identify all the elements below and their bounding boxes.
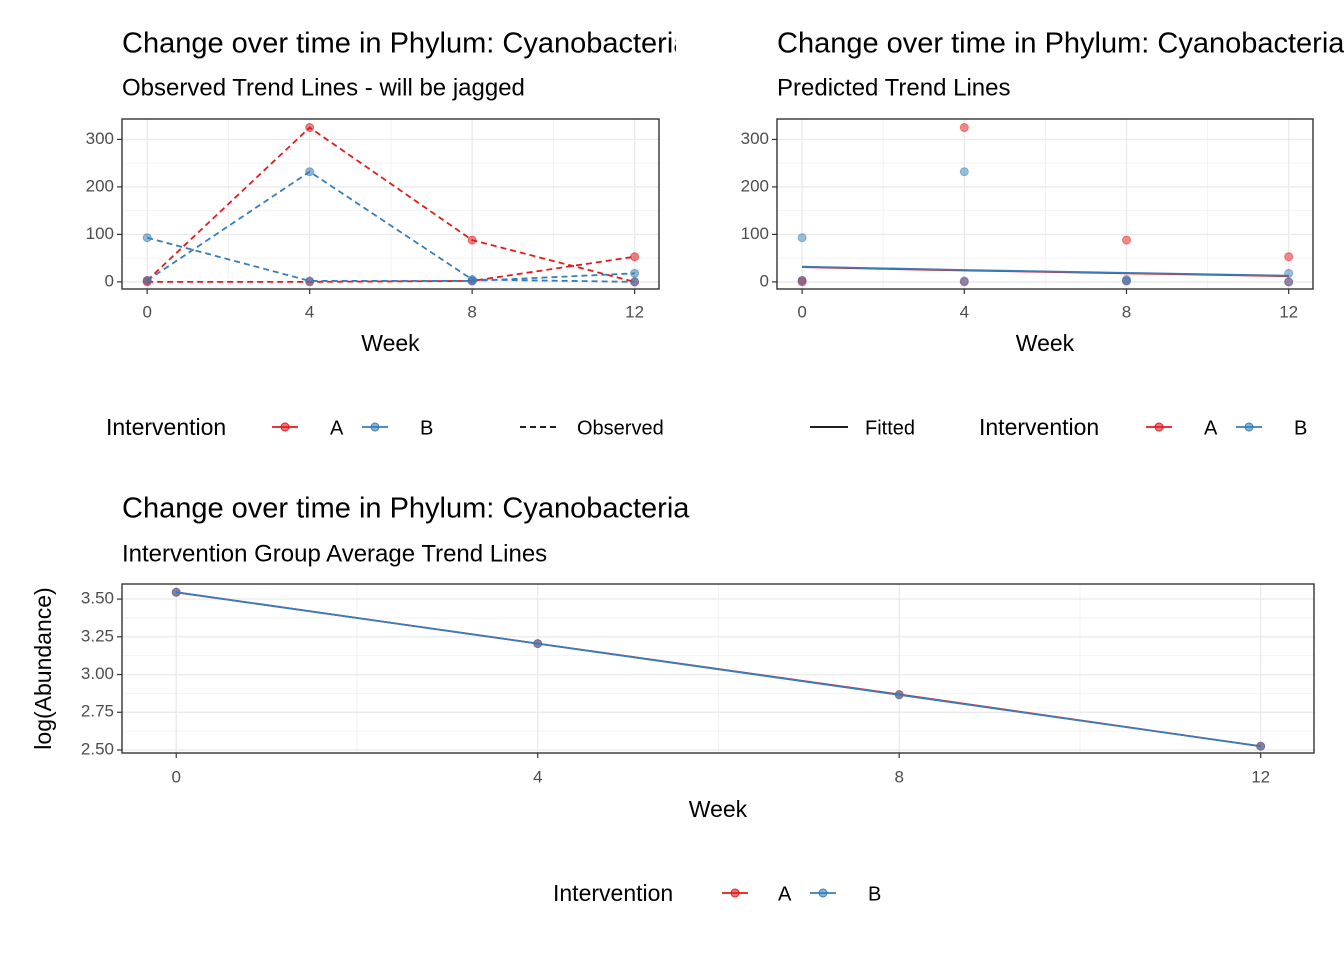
y-tick-label: 300 xyxy=(741,129,769,148)
trend-line xyxy=(146,126,635,283)
data-point xyxy=(1256,741,1266,751)
data-point xyxy=(1284,252,1294,262)
chart-title: Change over time in Phylum: Cyanobacteri… xyxy=(777,28,1344,60)
data-point xyxy=(533,639,543,649)
data-point xyxy=(894,690,904,700)
x-tick-label: 4 xyxy=(533,767,542,786)
panel: Change over time in Phylum: Cyanobacteri… xyxy=(30,493,1315,906)
y-tick-label: 200 xyxy=(86,176,114,195)
legend-title: Intervention xyxy=(553,880,673,906)
y-tick-label: 3.00 xyxy=(81,664,114,683)
x-tick-label: 8 xyxy=(1122,302,1131,321)
plot-border xyxy=(121,118,660,290)
data-point xyxy=(305,123,315,133)
legend-label: B xyxy=(1294,417,1307,439)
data-point xyxy=(959,276,969,286)
x-tick-label: 8 xyxy=(467,302,476,321)
chart-subtitle: Intervention Group Average Trend Lines xyxy=(122,540,547,567)
data-point xyxy=(630,252,640,262)
chart-subtitle: Predicted Trend Lines xyxy=(777,74,1010,101)
legend-key-dot xyxy=(280,422,290,432)
y-tick-label: 100 xyxy=(86,224,114,243)
data-point xyxy=(142,233,152,243)
data-point xyxy=(305,276,315,286)
legend-key-dot xyxy=(1244,422,1254,432)
data-point xyxy=(305,167,315,177)
legend-label: Observed xyxy=(577,417,664,439)
data-point xyxy=(467,276,477,286)
y-tick-label: 200 xyxy=(741,176,769,195)
legend-key-dot xyxy=(1154,422,1164,432)
x-axis-title: Week xyxy=(361,330,420,356)
data-point xyxy=(959,123,969,133)
x-axis-title: Week xyxy=(689,796,748,822)
y-tick-label: 0 xyxy=(105,271,114,290)
legend-title: Intervention xyxy=(979,414,1099,440)
data-point xyxy=(467,235,477,245)
y-tick-label: 100 xyxy=(741,224,769,243)
trend-line xyxy=(146,170,635,283)
trend-line xyxy=(176,591,1261,748)
data-point xyxy=(630,268,640,278)
x-tick-label: 8 xyxy=(894,767,903,786)
legend-label: B xyxy=(420,417,433,439)
y-tick-label: 2.75 xyxy=(81,702,114,721)
chart-title: Change over time in Phylum: Cyanobacteri… xyxy=(122,28,690,60)
trend-line xyxy=(147,255,635,283)
chart-title: Change over time in Phylum: Cyanobacteri… xyxy=(122,493,690,525)
legend-title: Intervention xyxy=(106,414,226,440)
legend-label: A xyxy=(778,883,792,905)
plot-border xyxy=(121,583,1315,754)
y-tick-label: 300 xyxy=(86,129,114,148)
y-tick-label: 3.25 xyxy=(81,626,114,645)
legend-label: B xyxy=(868,883,881,905)
x-tick-label: 0 xyxy=(171,767,180,786)
legend-label: Fitted xyxy=(865,417,915,439)
y-tick-label: 2.50 xyxy=(81,739,114,758)
y-axis-title: log(Abundance) xyxy=(30,587,56,749)
y-tick-label: 0 xyxy=(760,271,769,290)
data-point xyxy=(630,277,640,287)
x-axis-title: Week xyxy=(1016,330,1075,356)
data-point xyxy=(797,233,807,243)
fitted-line xyxy=(802,265,1289,277)
trend-line xyxy=(146,236,635,282)
data-point xyxy=(1121,235,1131,245)
plot-border xyxy=(776,118,1314,290)
data-point xyxy=(797,275,807,285)
x-tick-label: 4 xyxy=(960,302,969,321)
legend-key-dot xyxy=(370,422,380,432)
x-tick-label: 12 xyxy=(1279,302,1298,321)
legend-label: A xyxy=(330,417,344,439)
panel: Change over time in Phylum: Cyanobacteri… xyxy=(86,28,690,440)
data-point xyxy=(142,275,152,285)
legend-label: A xyxy=(1204,417,1218,439)
data-point xyxy=(1284,277,1294,287)
legend-key-dot xyxy=(730,888,740,898)
y-tick-label: 3.50 xyxy=(81,589,114,608)
data-point xyxy=(171,587,181,597)
chart-subtitle: Observed Trend Lines - will be jagged xyxy=(122,74,525,101)
panel: Change over time in Phylum: Cyanobacteri… xyxy=(741,28,1344,440)
x-tick-label: 0 xyxy=(797,302,806,321)
x-tick-label: 12 xyxy=(625,302,644,321)
x-tick-label: 4 xyxy=(305,302,314,321)
x-tick-label: 0 xyxy=(142,302,151,321)
legend-key-dot xyxy=(818,888,828,898)
data-point xyxy=(959,167,969,177)
x-tick-label: 12 xyxy=(1251,767,1270,786)
data-point xyxy=(1121,276,1131,286)
